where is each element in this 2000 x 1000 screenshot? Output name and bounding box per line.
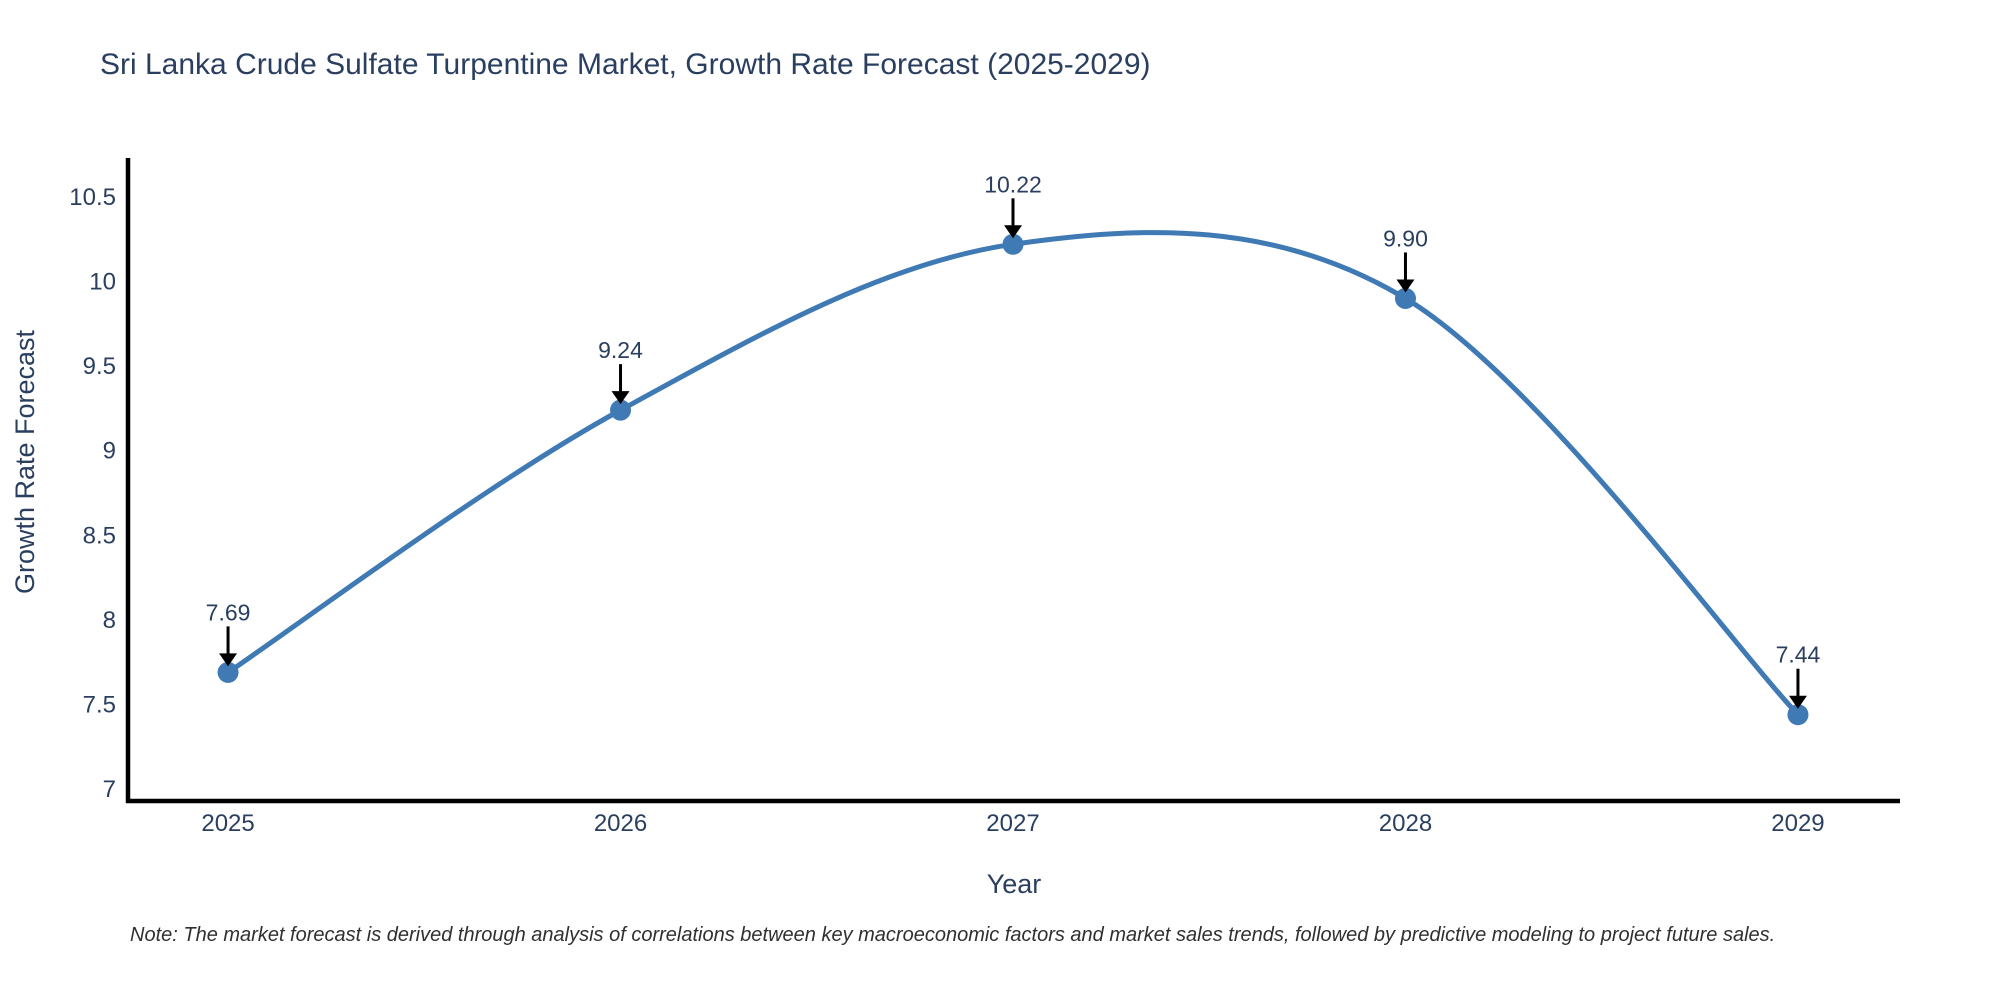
- line-series: [217, 230, 1809, 726]
- x-tick-labels: 2025 2026 2027 2028 2029: [201, 810, 1824, 837]
- y-tick-label: 9: [103, 438, 116, 465]
- x-tick-label: 2028: [1379, 810, 1432, 837]
- annotation-arrowhead-icon: [1788, 695, 1807, 709]
- point-value-label: 9.90: [1383, 225, 1428, 251]
- point-value-label: 7.69: [206, 599, 251, 625]
- footnote: Note: The market forecast is derived thr…: [130, 924, 1775, 946]
- y-tick-label: 10.5: [69, 184, 116, 211]
- data-point-2027[interactable]: [1002, 233, 1024, 255]
- annotation-arrowhead-icon: [611, 391, 630, 405]
- annotation-arrowhead-icon: [219, 653, 238, 667]
- x-axis-title: Year: [987, 869, 1042, 899]
- y-tick-label: 7: [103, 776, 116, 803]
- x-tick-label: 2026: [594, 810, 647, 837]
- data-point-2029[interactable]: [1787, 704, 1809, 726]
- forecast-spline-line: [225, 230, 1801, 718]
- y-tick-label: 10: [89, 269, 116, 296]
- annotation-arrowhead-icon: [1004, 225, 1022, 239]
- data-point-2026[interactable]: [610, 399, 632, 421]
- x-tick-label: 2025: [201, 810, 254, 837]
- y-tick-label: 9.5: [83, 353, 116, 380]
- point-value-label: 7.44: [1776, 642, 1821, 668]
- point-annotations: 7.69 9.24 10.22 9.90 7.44: [206, 171, 1821, 709]
- y-tick-label: 8: [103, 607, 116, 634]
- data-point-2028[interactable]: [1394, 287, 1416, 309]
- annotation-arrowhead-icon: [1396, 279, 1415, 293]
- y-tick-label: 7.5: [83, 692, 116, 719]
- y-axis-title: Growth Rate Forecast: [10, 329, 40, 594]
- chart-title: Sri Lanka Crude Sulfate Turpentine Marke…: [100, 48, 1151, 81]
- point-value-label: 9.24: [598, 337, 643, 363]
- data-point-2025[interactable]: [217, 661, 239, 683]
- x-tick-label: 2029: [1771, 810, 1824, 837]
- x-tick-label: 2027: [986, 810, 1039, 837]
- point-value-label: 10.22: [984, 171, 1042, 197]
- y-tick-labels: 7 7.5 8 8.5 9 9.5 10 10.5: [69, 184, 116, 803]
- y-tick-label: 8.5: [83, 522, 116, 549]
